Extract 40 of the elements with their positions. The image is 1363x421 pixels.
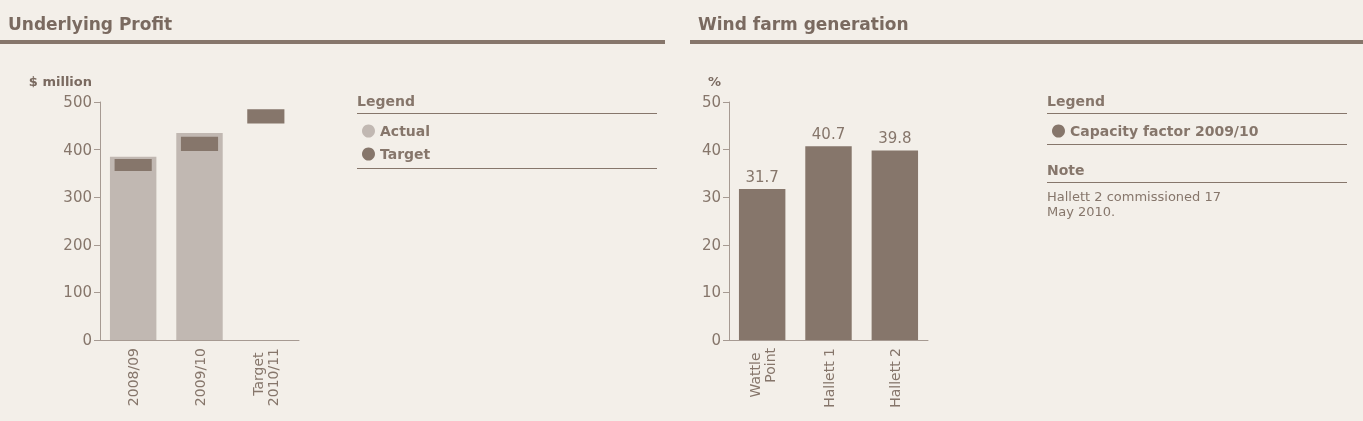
data-label: 31.7 — [745, 167, 779, 186]
text: Hallett 2 commissioned 17 May 2010. — [1047, 189, 1222, 219]
y-tick-label: 10 — [701, 283, 721, 302]
x-tick-label: Wattle Point — [746, 347, 778, 398]
bar — [180, 136, 219, 152]
y-tick-label: 50 — [701, 93, 721, 111]
chart-title: Underlying Profit — [0, 14, 665, 44]
bar — [805, 146, 852, 340]
y-tick-label: 40 — [701, 140, 721, 159]
y-tick-label: 100 — [63, 283, 92, 302]
y-tick-label: 300 — [63, 188, 92, 207]
bar — [738, 189, 786, 340]
y-tick-label: 20 — [701, 235, 721, 254]
y-axis-title: $ million — [28, 74, 92, 89]
x-tick-label: 2008/09 — [125, 348, 142, 407]
bar — [114, 159, 152, 172]
bar — [109, 156, 157, 340]
legend-title: Legend — [357, 93, 657, 114]
y-tick-label: 500 — [63, 93, 92, 111]
y-tick-label: 0 — [711, 331, 721, 349]
chart-title: Wind farm generation — [690, 14, 1363, 44]
legend-title: Legend — [1047, 93, 1347, 114]
data-label: 39.8 — [878, 129, 912, 148]
bar — [247, 109, 285, 124]
legend-label: Target — [380, 146, 431, 162]
y-tick-label: 30 — [701, 188, 721, 207]
legend-label: Actual — [380, 123, 431, 139]
y-tick-label: 400 — [63, 140, 92, 159]
x-tick-label: Target 2010/11 — [250, 348, 282, 407]
x-tick-label: 2009/10 — [191, 348, 208, 407]
bar — [871, 150, 919, 340]
y-tick-label: 0 — [82, 331, 92, 349]
x-tick-label: Hallett 1 — [820, 348, 837, 408]
y-tick-label: 200 — [63, 235, 92, 254]
data-label: 40.7 — [811, 124, 846, 143]
x-tick-label: Hallett 2 — [886, 348, 903, 408]
legend-label: Capacity factor 2009/10 — [1070, 123, 1259, 139]
y-axis-title: % — [707, 74, 721, 89]
bar — [176, 132, 223, 340]
text: Note — [1047, 162, 1347, 183]
